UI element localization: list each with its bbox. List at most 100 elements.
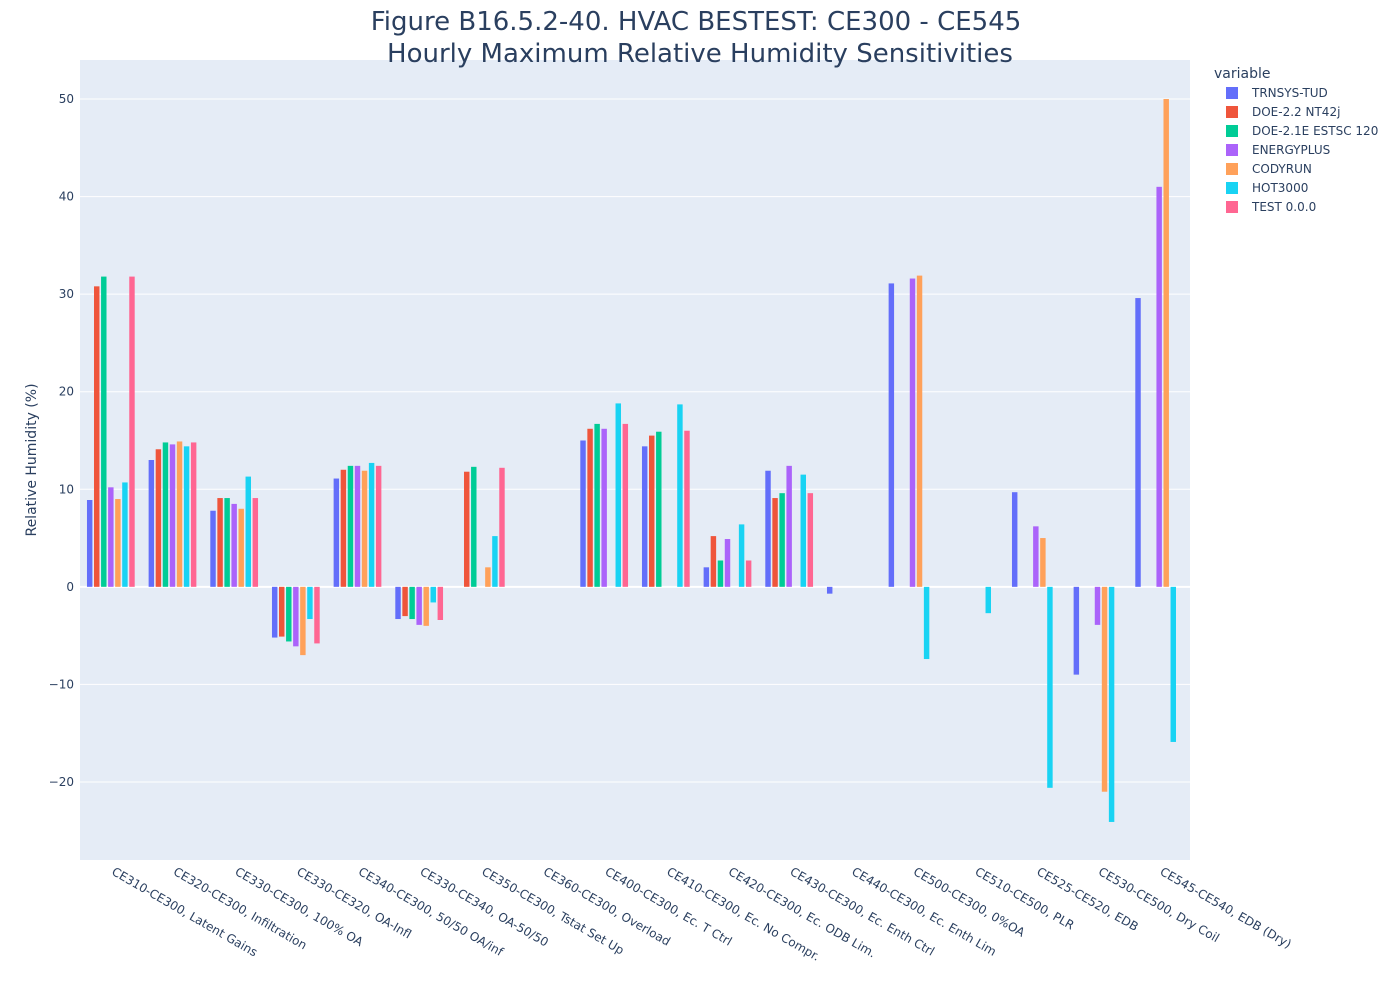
bar[interactable] xyxy=(717,560,724,587)
bar[interactable] xyxy=(1011,492,1018,587)
bar[interactable] xyxy=(826,586,833,594)
bar[interactable] xyxy=(409,586,415,620)
bar[interactable] xyxy=(423,586,429,626)
bar[interactable] xyxy=(252,498,259,587)
bar[interactable] xyxy=(499,467,505,587)
bar[interactable] xyxy=(745,560,752,587)
bar[interactable] xyxy=(1163,99,1169,587)
bar[interactable] xyxy=(176,441,183,587)
bar[interactable] xyxy=(594,423,600,587)
bar[interactable] xyxy=(765,470,771,587)
legend-item[interactable]: DOE-2.1E ESTSC 120 xyxy=(1226,124,1378,138)
bar[interactable] xyxy=(888,283,895,587)
bar[interactable] xyxy=(224,498,230,587)
bar[interactable] xyxy=(1040,538,1046,587)
bar[interactable] xyxy=(279,586,285,637)
bar[interactable] xyxy=(368,462,375,587)
legend-swatch xyxy=(1226,201,1238,213)
bar[interactable] xyxy=(333,478,340,587)
bar[interactable] xyxy=(231,503,237,587)
bar[interactable] xyxy=(148,460,155,587)
bar[interactable] xyxy=(402,586,408,617)
bar[interactable] xyxy=(430,586,436,603)
legend-item[interactable]: CODYRUN xyxy=(1226,162,1312,176)
bar[interactable] xyxy=(300,586,306,656)
bar[interactable] xyxy=(684,430,690,587)
bar[interactable] xyxy=(101,276,107,587)
bar[interactable] xyxy=(492,536,498,587)
bar[interactable] xyxy=(86,500,93,587)
bar[interactable] xyxy=(94,286,100,587)
bar[interactable] xyxy=(1156,186,1162,587)
bar[interactable] xyxy=(1108,586,1115,822)
bar[interactable] xyxy=(190,442,197,587)
legend-item[interactable]: HOT3000 xyxy=(1226,181,1308,195)
bar[interactable] xyxy=(1101,586,1108,792)
bar[interactable] xyxy=(800,474,806,587)
bar[interactable] xyxy=(169,444,176,587)
bar[interactable] xyxy=(340,469,347,587)
bar[interactable] xyxy=(779,493,785,587)
bar[interactable] xyxy=(129,276,135,587)
bar[interactable] xyxy=(1170,586,1176,742)
bar[interactable] xyxy=(307,586,313,620)
bar[interactable] xyxy=(649,435,655,587)
bar[interactable] xyxy=(375,465,382,587)
bar[interactable] xyxy=(622,423,629,587)
bar[interactable] xyxy=(464,471,470,587)
legend-item[interactable]: ENERGYPLUS xyxy=(1226,143,1330,157)
bar[interactable] xyxy=(923,586,930,660)
bar[interactable] xyxy=(1073,586,1080,675)
bar[interactable] xyxy=(347,465,354,587)
bar[interactable] xyxy=(985,586,991,614)
bar[interactable] xyxy=(807,493,814,587)
legend-swatch xyxy=(1226,182,1238,194)
bar[interactable] xyxy=(724,539,731,587)
bar[interactable] xyxy=(210,510,216,587)
legend[interactable]: variable TRNSYS-TUD DOE-2.2 NT42j DOE-2.1E… xyxy=(1214,66,1378,214)
bar[interactable] xyxy=(1047,586,1053,788)
bar[interactable] xyxy=(354,465,361,587)
bar[interactable] xyxy=(183,446,190,587)
bar[interactable] xyxy=(245,476,251,587)
bar[interactable] xyxy=(361,470,368,587)
legend-label: TRNSYS-TUD xyxy=(1251,86,1328,100)
bar[interactable] xyxy=(1094,586,1101,625)
bar[interactable] xyxy=(314,586,320,644)
bar[interactable] xyxy=(471,466,477,587)
bar[interactable] xyxy=(786,465,792,587)
legend-item[interactable]: DOE-2.2 NT42j xyxy=(1226,105,1340,119)
bar[interactable] xyxy=(293,586,299,647)
bar[interactable] xyxy=(271,586,278,638)
bar[interactable] xyxy=(416,586,422,625)
bar[interactable] xyxy=(738,524,745,587)
bar[interactable] xyxy=(909,278,916,587)
bar[interactable] xyxy=(122,482,128,587)
bar[interactable] xyxy=(580,440,586,587)
bar[interactable] xyxy=(217,498,223,587)
bar[interactable] xyxy=(601,428,607,587)
bar[interactable] xyxy=(155,449,162,587)
y-tick-label: 0 xyxy=(66,580,74,594)
bar[interactable] xyxy=(703,567,710,587)
bar[interactable] xyxy=(641,446,648,587)
bar[interactable] xyxy=(286,586,292,642)
bar[interactable] xyxy=(395,586,401,620)
bar[interactable] xyxy=(615,403,621,587)
bar[interactable] xyxy=(238,508,244,587)
bar[interactable] xyxy=(677,404,683,587)
bar[interactable] xyxy=(587,428,593,587)
bar[interactable] xyxy=(485,567,491,587)
bar[interactable] xyxy=(162,442,169,587)
bar[interactable] xyxy=(656,431,662,587)
bar[interactable] xyxy=(437,586,444,620)
bar[interactable] xyxy=(1135,298,1141,587)
bar[interactable] xyxy=(772,498,778,587)
bar[interactable] xyxy=(108,487,114,587)
bar[interactable] xyxy=(1033,526,1039,587)
bar[interactable] xyxy=(916,275,923,587)
legend-item[interactable]: TRNSYS-TUD xyxy=(1226,86,1328,100)
bar[interactable] xyxy=(115,499,121,587)
legend-item[interactable]: TEST 0.0.0 xyxy=(1226,200,1316,214)
bar[interactable] xyxy=(710,536,717,587)
